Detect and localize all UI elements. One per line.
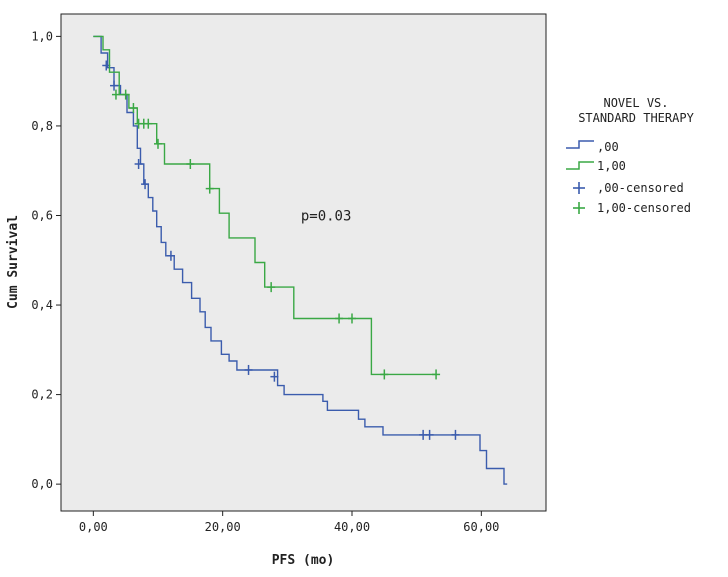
legend-label-100-censored: 1,00-censored — [597, 201, 691, 215]
y-axis-title: Cum Survival — [6, 215, 21, 309]
y-tick-label: 0,4 — [31, 298, 53, 312]
censored-marker-series-0 — [244, 364, 253, 375]
legend-title-line-2: STANDARD THERAPY — [578, 111, 694, 125]
censored-marker-series-1 — [121, 89, 130, 100]
x-tick-label: 20,00 — [205, 520, 241, 534]
x-axis-title: PFS (mo) — [272, 553, 335, 568]
p-value-annotation: p=0.03 — [301, 208, 352, 224]
censored-marker-series-1 — [335, 313, 344, 324]
censored-marker-series-1 — [154, 138, 162, 149]
legend-label-00: ,00 — [597, 140, 619, 154]
series-layer — [93, 35, 508, 485]
legend-marker-00-censored — [573, 182, 585, 194]
censored-marker-series-1 — [129, 103, 138, 114]
survival-curve-series-0 — [93, 35, 508, 485]
legend-label-100: 1,00 — [597, 159, 626, 173]
legend: NOVEL VS. STANDARD THERAPY ,00 1,00 ,00-… — [566, 96, 695, 215]
y-tick-label: 0,6 — [31, 208, 53, 222]
legend-label-00-censored: ,00-censored — [597, 181, 684, 195]
legend-title-line-1: NOVEL VS. — [603, 96, 668, 110]
censored-marker-series-1 — [111, 89, 120, 100]
censored-marker-series-1 — [205, 183, 214, 194]
legend-swatch-100 — [566, 161, 594, 170]
y-tick-label: 0,2 — [31, 388, 53, 402]
censored-marker-series-0 — [141, 179, 150, 190]
y-tick-label: 0,0 — [31, 477, 53, 491]
y-tick-label: 1,0 — [31, 29, 53, 43]
censored-marker-series-1 — [144, 118, 153, 129]
censored-marker-series-1 — [432, 369, 441, 380]
censored-marker-series-0 — [270, 371, 279, 382]
x-tick-label: 0,00 — [79, 520, 108, 534]
x-tick-label: 60,00 — [463, 520, 499, 534]
plot-area — [60, 13, 547, 512]
censored-marker-series-1 — [380, 369, 389, 380]
censored-marker-series-1 — [348, 313, 356, 324]
censored-marker-series-1 — [186, 158, 195, 169]
y-tick-label: 0,8 — [31, 119, 53, 133]
censored-marker-series-0 — [134, 158, 143, 169]
x-tick-label: 40,00 — [334, 520, 370, 534]
censored-marker-series-0 — [110, 80, 119, 91]
axes: 0,00 20,00 40,00 60,00 0,0 0,2 0,4 0,6 0,8 1,0 — [31, 29, 499, 534]
censored-marker-series-1 — [267, 282, 276, 293]
censored-marker-series-0 — [425, 429, 434, 440]
censored-marker-series-0 — [166, 250, 175, 261]
legend-marker-100-censored — [573, 202, 585, 214]
legend-swatch-00 — [566, 140, 594, 149]
censored-marker-series-0 — [451, 429, 460, 440]
